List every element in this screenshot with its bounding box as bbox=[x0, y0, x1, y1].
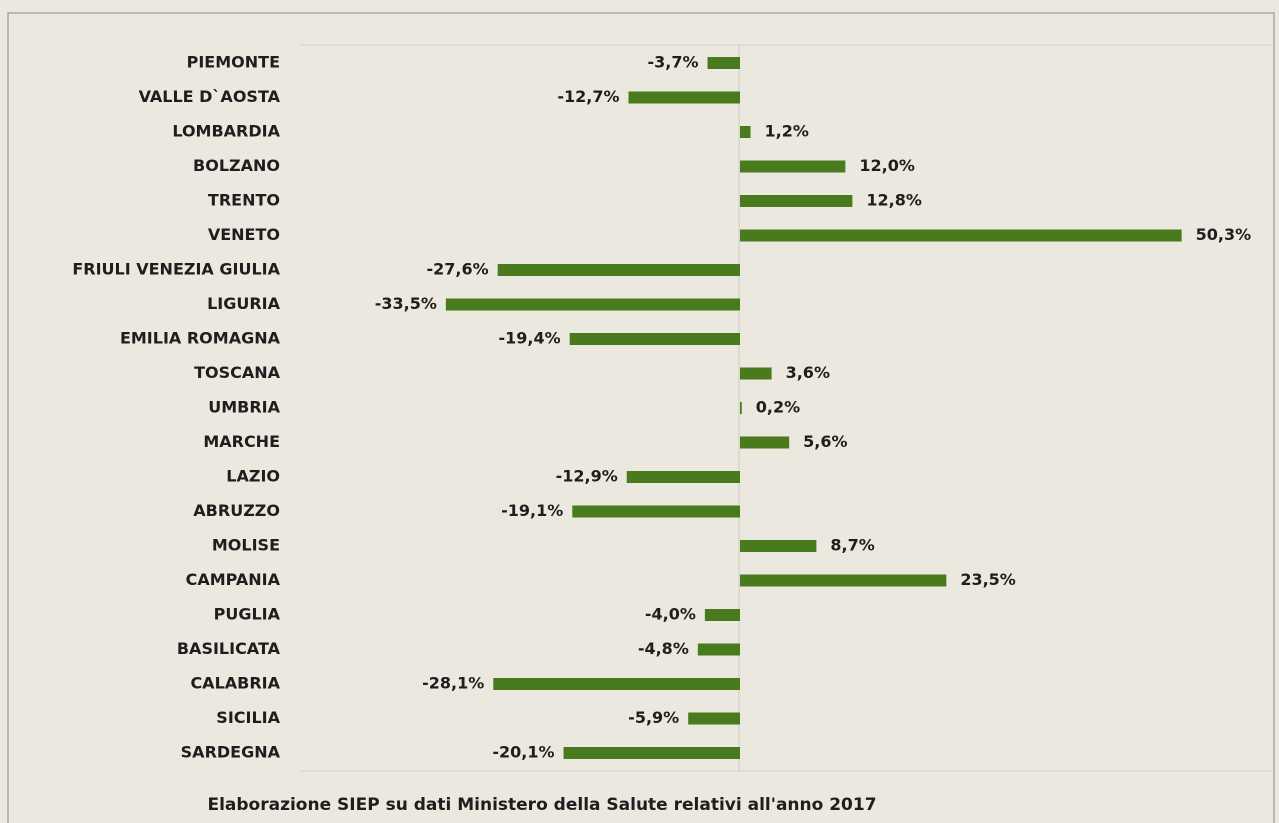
bar bbox=[563, 747, 740, 759]
category-label: MARCHE bbox=[203, 432, 280, 451]
bar bbox=[697, 643, 740, 656]
bar bbox=[740, 367, 772, 380]
bar bbox=[740, 160, 846, 173]
value-label: -33,5% bbox=[375, 294, 437, 313]
bar bbox=[569, 333, 740, 345]
value-label: 8,7% bbox=[830, 536, 874, 555]
value-label: 50,3% bbox=[1196, 225, 1252, 244]
value-label: -28,1% bbox=[422, 674, 484, 693]
caption: Elaborazione SIEP su dati Ministero dell… bbox=[207, 795, 876, 815]
value-label: -4,0% bbox=[645, 605, 696, 624]
value-label: -4,8% bbox=[638, 639, 689, 658]
category-label: FRIULI VENEZIA GIULIA bbox=[72, 260, 280, 279]
category-label: MOLISE bbox=[212, 536, 280, 555]
value-label: -12,7% bbox=[557, 87, 619, 106]
category-label: VENETO bbox=[208, 225, 280, 244]
bar bbox=[740, 195, 853, 207]
category-label: PUGLIA bbox=[214, 605, 281, 624]
value-label: 12,8% bbox=[866, 191, 922, 210]
category-label: BASILICATA bbox=[177, 639, 281, 658]
category-label: LOMBARDIA bbox=[172, 122, 280, 141]
value-label: -5,9% bbox=[628, 708, 679, 727]
frame bbox=[7, 12, 1275, 823]
bar bbox=[572, 505, 740, 518]
category-label: SARDEGNA bbox=[181, 743, 281, 762]
category-label: ABRUZZO bbox=[193, 501, 280, 520]
bar bbox=[688, 712, 740, 725]
value-label: -20,1% bbox=[492, 743, 554, 762]
value-label: 5,6% bbox=[803, 432, 847, 451]
bar bbox=[707, 57, 740, 69]
bar bbox=[740, 126, 751, 138]
value-label: -12,9% bbox=[556, 467, 618, 486]
bar bbox=[740, 402, 742, 414]
value-label: 23,5% bbox=[960, 570, 1016, 589]
bar bbox=[740, 229, 1182, 242]
category-label: CALABRIA bbox=[190, 674, 280, 693]
bar bbox=[740, 540, 817, 552]
bar bbox=[497, 264, 740, 276]
value-label: -27,6% bbox=[427, 260, 489, 279]
bar bbox=[628, 91, 740, 104]
value-label: -19,4% bbox=[499, 329, 561, 348]
bar bbox=[445, 298, 740, 311]
category-label: UMBRIA bbox=[208, 398, 280, 417]
value-label: 12,0% bbox=[859, 156, 915, 175]
value-label: -3,7% bbox=[647, 53, 698, 72]
category-label: TRENTO bbox=[208, 191, 280, 210]
category-label: SICILIA bbox=[216, 708, 280, 727]
bar bbox=[626, 471, 740, 483]
category-label: PIEMONTE bbox=[187, 53, 280, 72]
bar bbox=[704, 609, 740, 621]
category-label: LIGURIA bbox=[207, 294, 281, 313]
category-label: CAMPANIA bbox=[186, 570, 281, 589]
category-label: TOSCANA bbox=[194, 363, 281, 382]
value-label: 3,6% bbox=[786, 363, 830, 382]
value-label: 1,2% bbox=[765, 122, 809, 141]
category-label: VALLE D`AOSTA bbox=[139, 87, 281, 106]
bar bbox=[493, 678, 740, 690]
category-label: LAZIO bbox=[226, 467, 280, 486]
value-label: 0,2% bbox=[756, 398, 800, 417]
category-label: BOLZANO bbox=[193, 156, 280, 175]
bar bbox=[740, 574, 947, 587]
bar bbox=[740, 436, 790, 449]
value-label: -19,1% bbox=[501, 501, 563, 520]
category-label: EMILIA ROMAGNA bbox=[120, 329, 281, 348]
